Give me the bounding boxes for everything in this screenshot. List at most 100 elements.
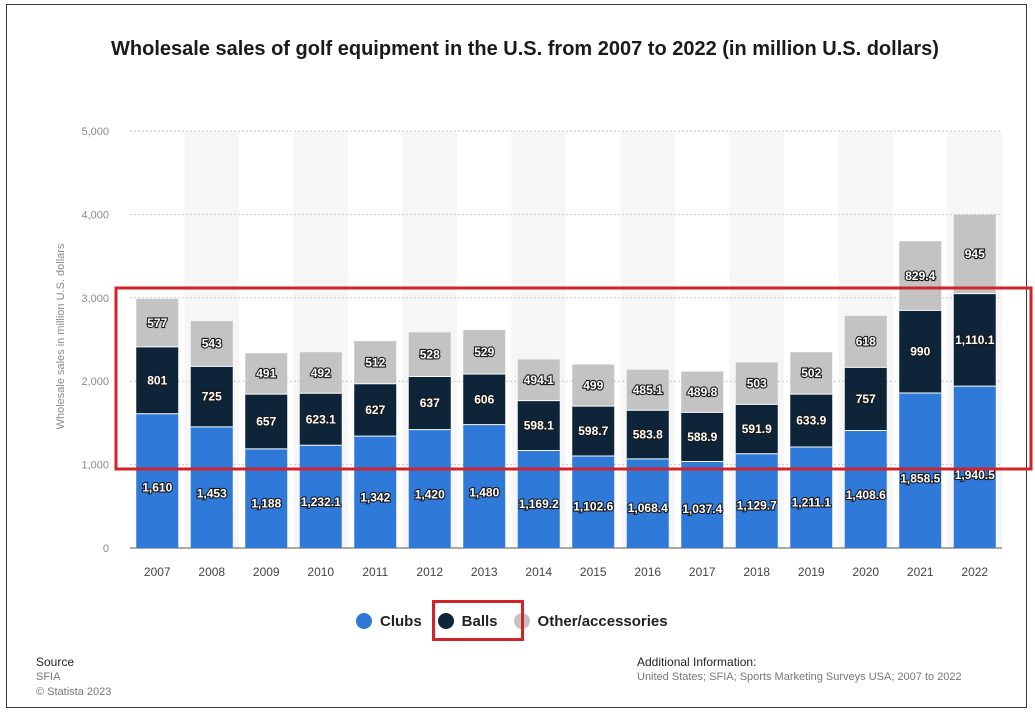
bar-segment-clubs[interactable] xyxy=(245,448,288,548)
data-label: 633.9 xyxy=(796,414,826,428)
data-label: 598.7 xyxy=(578,424,608,438)
y-axis-label: Wholesale sales in million U.S. dollars xyxy=(55,243,67,429)
bar-segment-other-accessories[interactable] xyxy=(953,214,996,294)
bar-segment-clubs[interactable] xyxy=(844,430,887,548)
x-tick-label: 2012 xyxy=(416,565,443,579)
bar-segment-other-accessories[interactable] xyxy=(844,315,887,368)
data-label: 485.1 xyxy=(633,383,663,397)
bar-segment-clubs[interactable] xyxy=(190,426,233,548)
data-label: 577 xyxy=(147,316,167,330)
bar-segment-clubs[interactable] xyxy=(408,429,451,548)
bar-segment-clubs[interactable] xyxy=(953,386,996,548)
bar-segment-clubs[interactable] xyxy=(463,424,506,548)
bar-segment-clubs[interactable] xyxy=(136,413,179,548)
data-label: 503 xyxy=(747,376,767,390)
additional-info-heading: Additional Information: xyxy=(637,655,757,669)
bar-segment-balls[interactable] xyxy=(190,366,233,427)
bar-segment-other-accessories[interactable] xyxy=(299,352,342,394)
x-tick-label: 2009 xyxy=(253,565,280,579)
data-label: 494.1 xyxy=(524,373,554,387)
bar-segment-other-accessories[interactable] xyxy=(190,321,233,367)
x-tick-label: 2019 xyxy=(798,565,825,579)
bar-segment-balls[interactable] xyxy=(354,383,397,437)
bar-segment-balls[interactable] xyxy=(735,404,778,454)
data-label: 618 xyxy=(856,335,876,349)
legend-item[interactable]: Balls xyxy=(437,612,498,630)
bar-segment-balls[interactable] xyxy=(245,394,288,449)
data-label: 1,037.4 xyxy=(682,502,722,516)
bar-segment-balls[interactable] xyxy=(136,346,179,414)
data-label: 637 xyxy=(420,396,440,410)
bar-segment-other-accessories[interactable] xyxy=(681,371,724,413)
bar-segment-other-accessories[interactable] xyxy=(735,362,778,405)
bar-segment-clubs[interactable] xyxy=(572,456,615,548)
bar-segment-balls[interactable] xyxy=(681,412,724,462)
bar-segment-balls[interactable] xyxy=(953,293,996,387)
data-label: 1,342 xyxy=(360,491,390,505)
bar-segment-other-accessories[interactable] xyxy=(136,298,179,347)
x-tick-label: 2015 xyxy=(580,565,607,579)
data-label: 492 xyxy=(311,366,331,380)
bar-segment-other-accessories[interactable] xyxy=(354,341,397,384)
data-label: 1,232.1 xyxy=(301,495,341,509)
source-heading: Source xyxy=(36,655,75,669)
bar-segment-balls[interactable] xyxy=(844,367,887,431)
x-tick-label: 2020 xyxy=(852,565,879,579)
bar-segment-clubs[interactable] xyxy=(899,393,942,548)
bar-segment-balls[interactable] xyxy=(790,394,833,447)
copyright-line: © Statista 2023 xyxy=(36,686,112,698)
legend-label: Clubs xyxy=(380,612,422,630)
bar-segment-other-accessories[interactable] xyxy=(899,241,942,311)
data-label: 529 xyxy=(474,345,494,359)
data-label: 627 xyxy=(365,403,385,417)
y-tick-label: 5,000 xyxy=(81,126,109,138)
data-label: 499 xyxy=(583,378,603,392)
bar-segment-balls[interactable] xyxy=(517,400,560,451)
bar-segment-other-accessories[interactable] xyxy=(408,332,451,377)
y-tick-label: 3,000 xyxy=(81,293,109,305)
bar-segment-clubs[interactable] xyxy=(354,436,397,548)
data-label: 491 xyxy=(256,367,276,381)
bar-segment-clubs[interactable] xyxy=(681,461,724,548)
data-label: 1,211.1 xyxy=(792,496,832,510)
bar-segment-balls[interactable] xyxy=(899,310,942,394)
legend-label: Other/accessories xyxy=(537,612,668,630)
data-label: 1,188 xyxy=(251,496,281,510)
bar-segment-clubs[interactable] xyxy=(517,450,560,548)
data-label: 829.4 xyxy=(905,269,935,283)
x-tick-label: 2013 xyxy=(471,565,498,579)
legend-item[interactable]: Clubs xyxy=(356,613,422,630)
data-label: 1,453 xyxy=(197,486,227,500)
x-tick-label: 2018 xyxy=(743,565,770,579)
data-label: 591.9 xyxy=(742,422,772,436)
bar-segment-clubs[interactable] xyxy=(790,446,833,548)
bar-segment-other-accessories[interactable] xyxy=(463,329,506,375)
bar-segment-clubs[interactable] xyxy=(626,458,669,548)
legend-label: Balls xyxy=(461,612,498,630)
legend-balls-highlight xyxy=(432,600,524,641)
bar-segment-balls[interactable] xyxy=(463,374,506,425)
bar-segment-clubs[interactable] xyxy=(299,445,342,548)
y-tick-label: 1,000 xyxy=(81,460,109,472)
data-label: 1,068.4 xyxy=(628,501,668,515)
bar-segment-balls[interactable] xyxy=(408,376,451,430)
bar-segment-balls[interactable] xyxy=(572,406,615,457)
legend-item[interactable]: Other/accessories xyxy=(513,612,668,630)
data-label: 606 xyxy=(474,392,494,406)
bar-segment-other-accessories[interactable] xyxy=(626,369,669,411)
legend-swatch xyxy=(437,613,454,629)
data-label: 1,940.5 xyxy=(955,468,995,482)
x-tick-label: 2022 xyxy=(961,565,988,579)
bar-segment-other-accessories[interactable] xyxy=(245,353,288,395)
data-label: 502 xyxy=(801,366,821,380)
bar-segment-balls[interactable] xyxy=(626,410,669,459)
bar-segment-other-accessories[interactable] xyxy=(517,359,560,401)
data-label: 1,408.6 xyxy=(846,488,886,502)
x-tick-label: 2017 xyxy=(689,565,716,579)
data-label: 1,102.6 xyxy=(573,500,613,514)
source-line: SFIA xyxy=(36,671,61,683)
bar-segment-balls[interactable] xyxy=(299,393,342,446)
bar-segment-other-accessories[interactable] xyxy=(790,352,833,395)
bar-segment-other-accessories[interactable] xyxy=(572,364,615,407)
